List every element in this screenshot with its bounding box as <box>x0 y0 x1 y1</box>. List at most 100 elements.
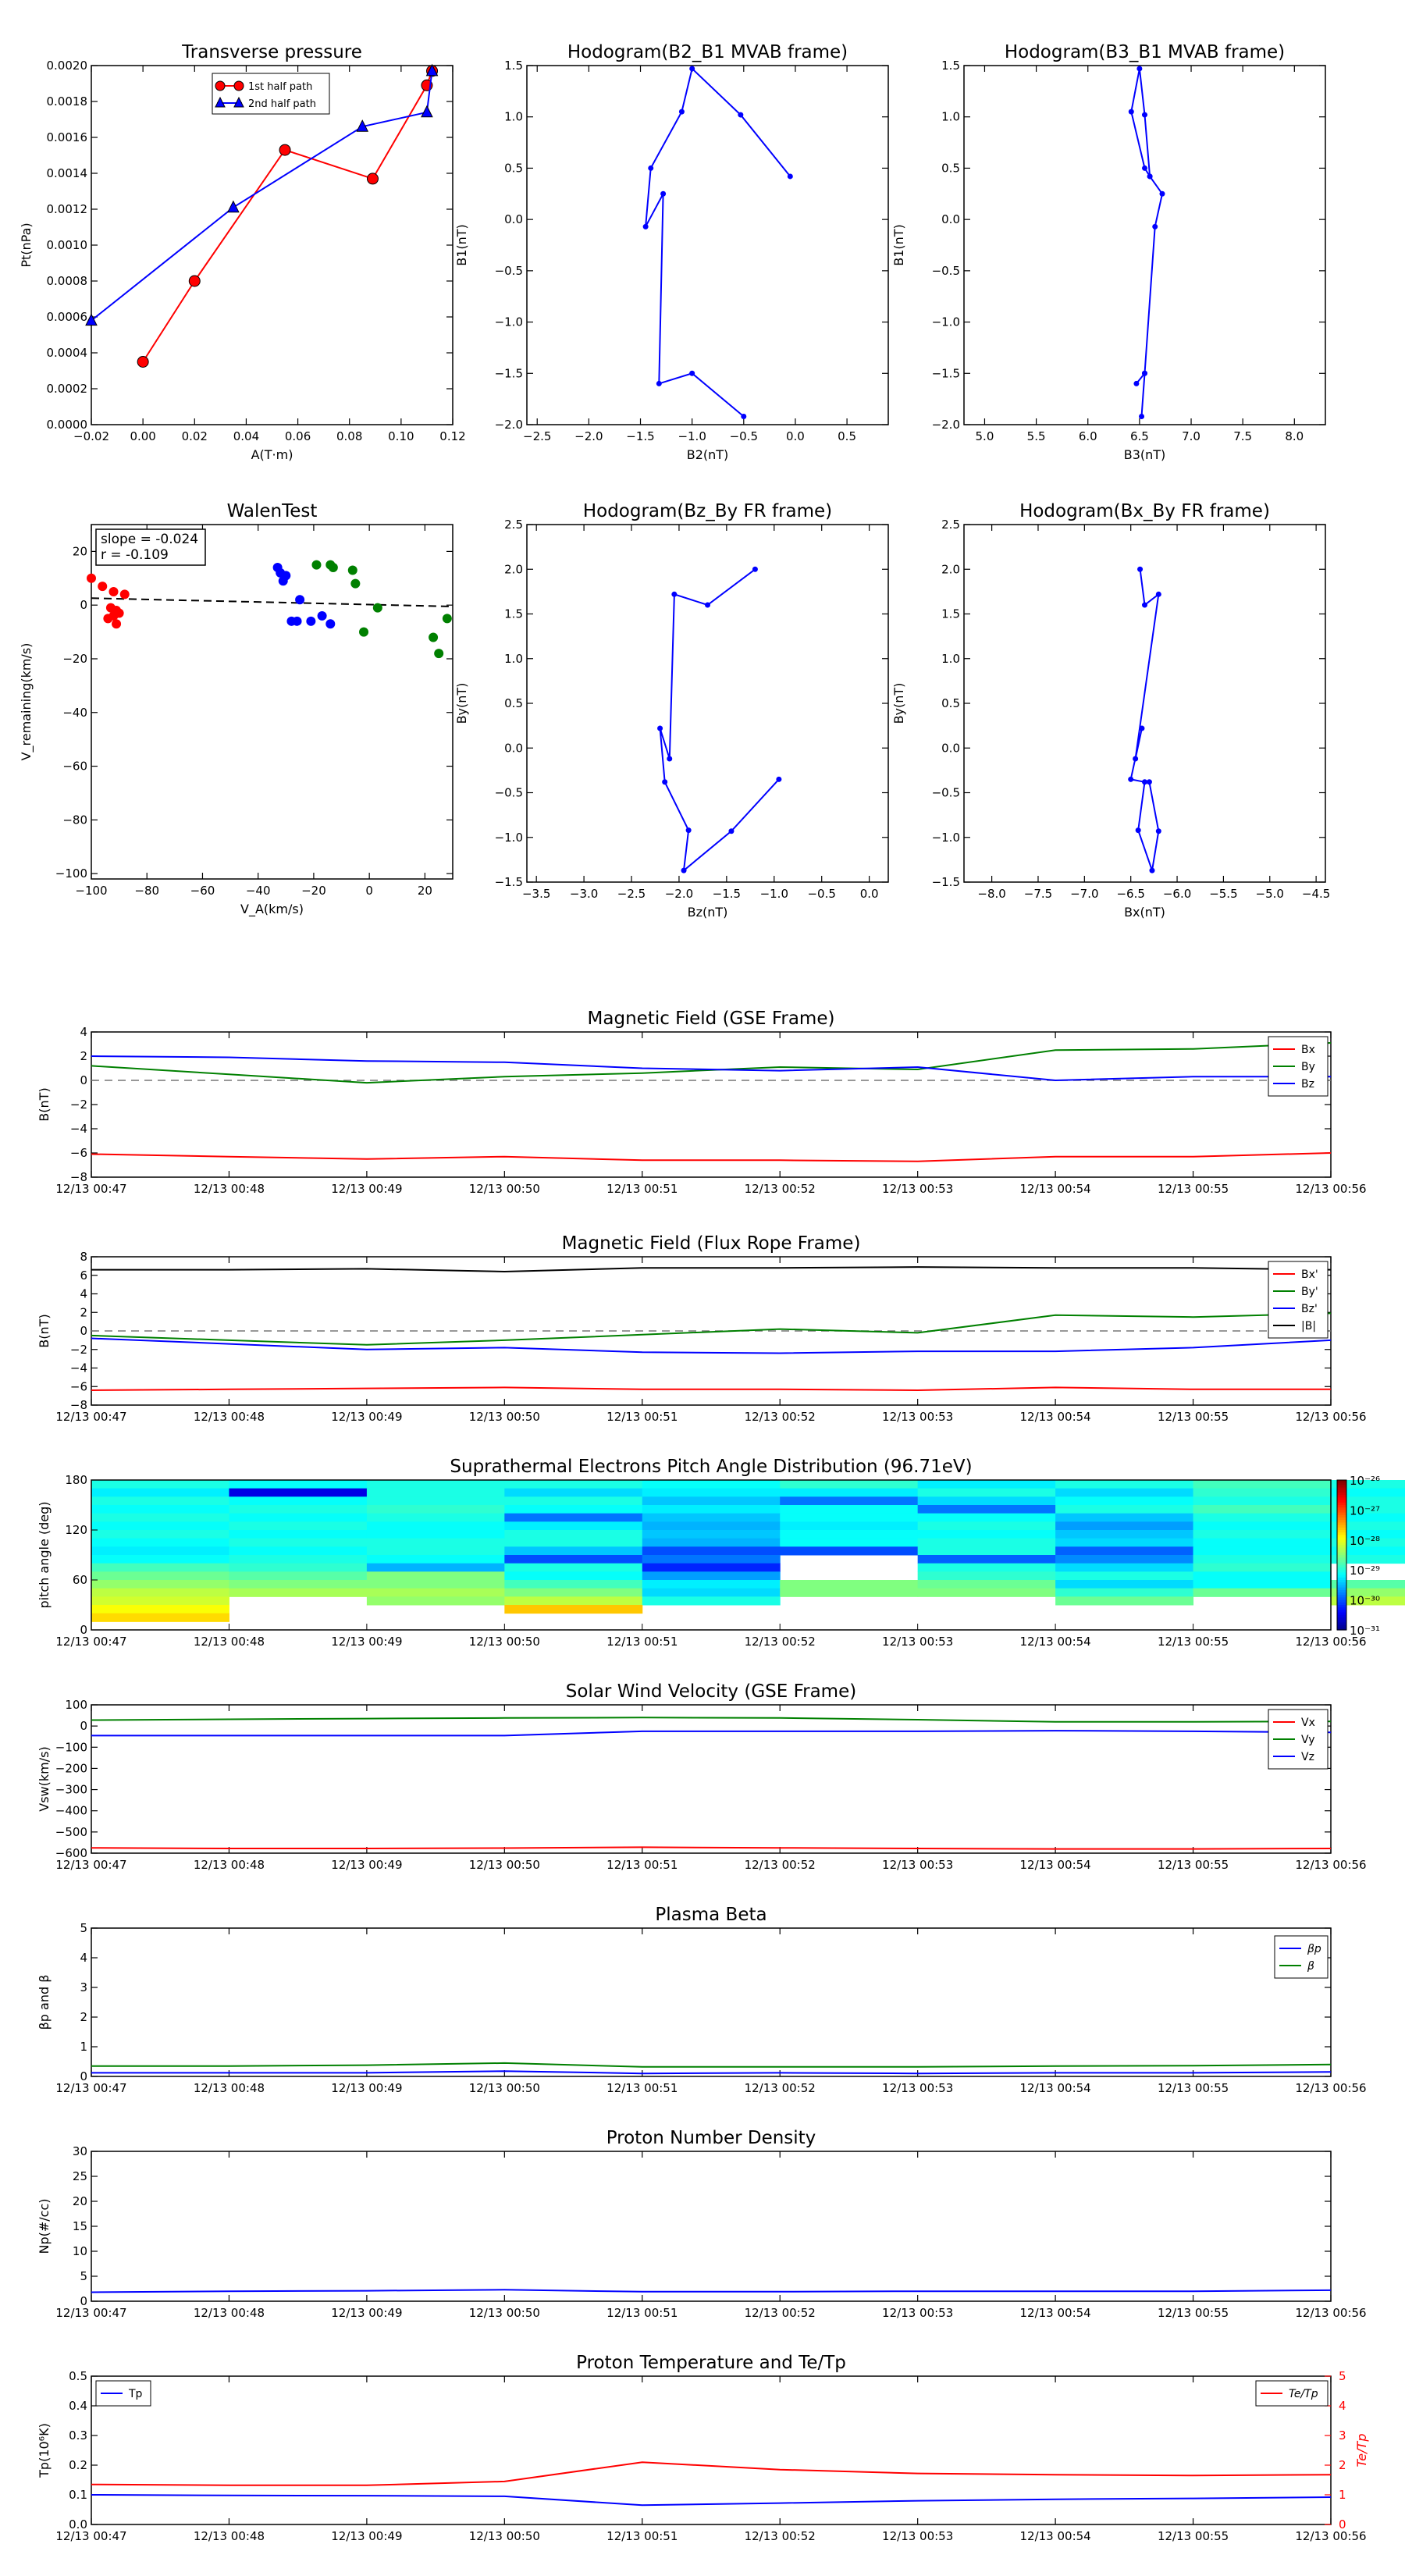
heatmap-cell <box>780 1588 919 1597</box>
x-tick-label: 12/13 00:49 <box>331 2081 402 2095</box>
y-axis-label: pitch angle (deg) <box>37 1501 52 1608</box>
y-tick-label: 30 <box>73 2144 87 2158</box>
colorbar-segment <box>1337 1520 1346 1523</box>
data-point <box>188 275 201 287</box>
series-line <box>91 1386 1331 1392</box>
x-tick-label: 12/13 00:54 <box>1019 2529 1090 2543</box>
colorbar-tick-label: 10⁻³¹ <box>1350 1624 1380 1638</box>
heatmap-cell <box>91 1571 229 1581</box>
x-tick-label: 12/13 00:54 <box>1019 1410 1090 1424</box>
heatmap-cell <box>91 1538 229 1547</box>
heatmap-cell <box>91 1596 229 1606</box>
data-point <box>1155 828 1161 834</box>
y-axis-label: B1(nT) <box>454 224 469 266</box>
heatmap-cell <box>917 1530 1056 1539</box>
x-tick-label: 12/13 00:55 <box>1158 1410 1229 1424</box>
y-tick-label: −200 <box>55 1761 87 1775</box>
x-tick-label: 12/13 00:48 <box>194 2081 265 2095</box>
x-tick-label: 12/13 00:48 <box>194 1182 265 1196</box>
y-tick-label: 0.0004 <box>47 346 88 360</box>
heatmap-cell <box>780 1480 919 1489</box>
y-tick-label-right: 5 <box>1339 2369 1346 2383</box>
y-tick-label: −1.5 <box>932 366 960 380</box>
data-point <box>738 112 744 118</box>
x-tick-label: 12/13 00:51 <box>606 1635 678 1649</box>
y-tick-label: 15 <box>73 2219 87 2233</box>
heatmap-cell <box>917 1505 1056 1514</box>
heatmap-cell <box>642 1588 781 1597</box>
heatmap-cell <box>366 1480 505 1489</box>
y-tick-label: −400 <box>55 1804 87 1818</box>
vsw-panel: 12/13 00:47 12/13 00:48 12/13 00:49 12/13 0… <box>37 1681 1367 1872</box>
annotation-text: slope = -0.024 <box>101 532 198 547</box>
colorbar-segment <box>1337 1564 1346 1568</box>
colorbar-segment <box>1337 1489 1346 1493</box>
y-tick-label: 20 <box>73 2194 87 2208</box>
heatmap-cell <box>366 1488 505 1497</box>
x-tick-label: 5.0 <box>976 429 994 443</box>
x-tick-label: 12/13 00:52 <box>745 1858 816 1872</box>
plot-frame <box>963 65 1326 425</box>
y-tick-label: 1.5 <box>941 59 960 73</box>
y-tick-label: 4 <box>80 1025 87 1039</box>
x-tick-label: 12/13 00:52 <box>745 1635 816 1649</box>
legend-label: β <box>1307 1960 1314 1973</box>
data-point <box>671 591 678 597</box>
series-line <box>91 1846 1332 1850</box>
x-tick-label: 12/13 00:51 <box>606 1410 678 1424</box>
data-point <box>1155 591 1161 597</box>
colorbar-segment <box>1337 1624 1346 1628</box>
x-tick-label: 0.0 <box>786 429 805 443</box>
plot-frame <box>526 524 889 883</box>
heatmap-cell <box>917 1496 1056 1506</box>
scatter-point <box>429 632 439 642</box>
colorbar-segment <box>1337 1550 1346 1553</box>
y-tick-label: 120 <box>65 1523 87 1537</box>
x-tick-label: 12/13 00:48 <box>194 1635 265 1649</box>
heatmap-cell <box>1055 1488 1194 1497</box>
heatmap-cell <box>91 1513 229 1522</box>
colorbar-segment <box>1337 1627 1346 1631</box>
x-tick-label: 12/13 00:54 <box>1019 2306 1090 2320</box>
colorbar-segment <box>1337 1557 1346 1560</box>
y-tick-label: 0.0 <box>504 741 523 755</box>
heatmap-cell <box>91 1546 229 1556</box>
heatmap-cell <box>1055 1480 1194 1489</box>
x-tick-label: 12/13 00:48 <box>194 2529 265 2543</box>
heatmap-cell <box>1055 1596 1194 1606</box>
heatmap-cell <box>229 1546 368 1556</box>
data-point <box>1135 827 1141 834</box>
x-tick-label: 0.06 <box>285 429 311 443</box>
heatmap-cell <box>504 1580 643 1589</box>
heatmap-cell <box>229 1571 368 1581</box>
mag-gse-panel: 12/13 00:47 12/13 00:48 12/13 00:49 12/13 0… <box>37 1009 1367 1196</box>
data-point <box>1139 725 1145 731</box>
heatmap-cell <box>504 1513 643 1522</box>
data-point <box>1133 380 1140 386</box>
colorbar-tick-label: 10⁻²⁶ <box>1350 1474 1380 1488</box>
heatmap-cell <box>642 1555 781 1564</box>
heatmap-cell <box>1055 1505 1194 1514</box>
colorbar-segment <box>1337 1620 1346 1623</box>
plot-frame <box>91 1031 1332 1178</box>
data-point <box>425 63 439 76</box>
x-tick-label: 12/13 00:53 <box>882 2529 953 2543</box>
x-tick-label: 12/13 00:48 <box>194 1858 265 1872</box>
x-tick-label: 0.02 <box>182 429 208 443</box>
y-tick-label: 0.0002 <box>47 382 88 396</box>
x-tick-label: 12/13 00:49 <box>331 2529 402 2543</box>
x-tick-label: 0.00 <box>130 429 155 443</box>
heatmap-cell <box>1331 1596 1405 1606</box>
scatter-point <box>317 610 327 621</box>
x-tick-label: −2.0 <box>574 429 603 443</box>
y-tick-label: 0.0 <box>504 212 523 226</box>
heatmap-cell <box>917 1546 1056 1556</box>
heatmap-cell <box>229 1505 368 1514</box>
heatmap-cell <box>642 1546 781 1556</box>
y-tick-label: −2.0 <box>932 418 960 432</box>
y-tick-label: −2 <box>70 1098 87 1112</box>
colorbar-segment <box>1337 1552 1346 1556</box>
transverse-pressure-chart: −0.02 0.00 0.02 0.04 0.06 0.08 0.10 0.12 0.0000 0… <box>19 42 466 462</box>
y-tick-label-right: 3 <box>1339 2428 1346 2443</box>
heatmap-cell <box>1055 1580 1194 1589</box>
